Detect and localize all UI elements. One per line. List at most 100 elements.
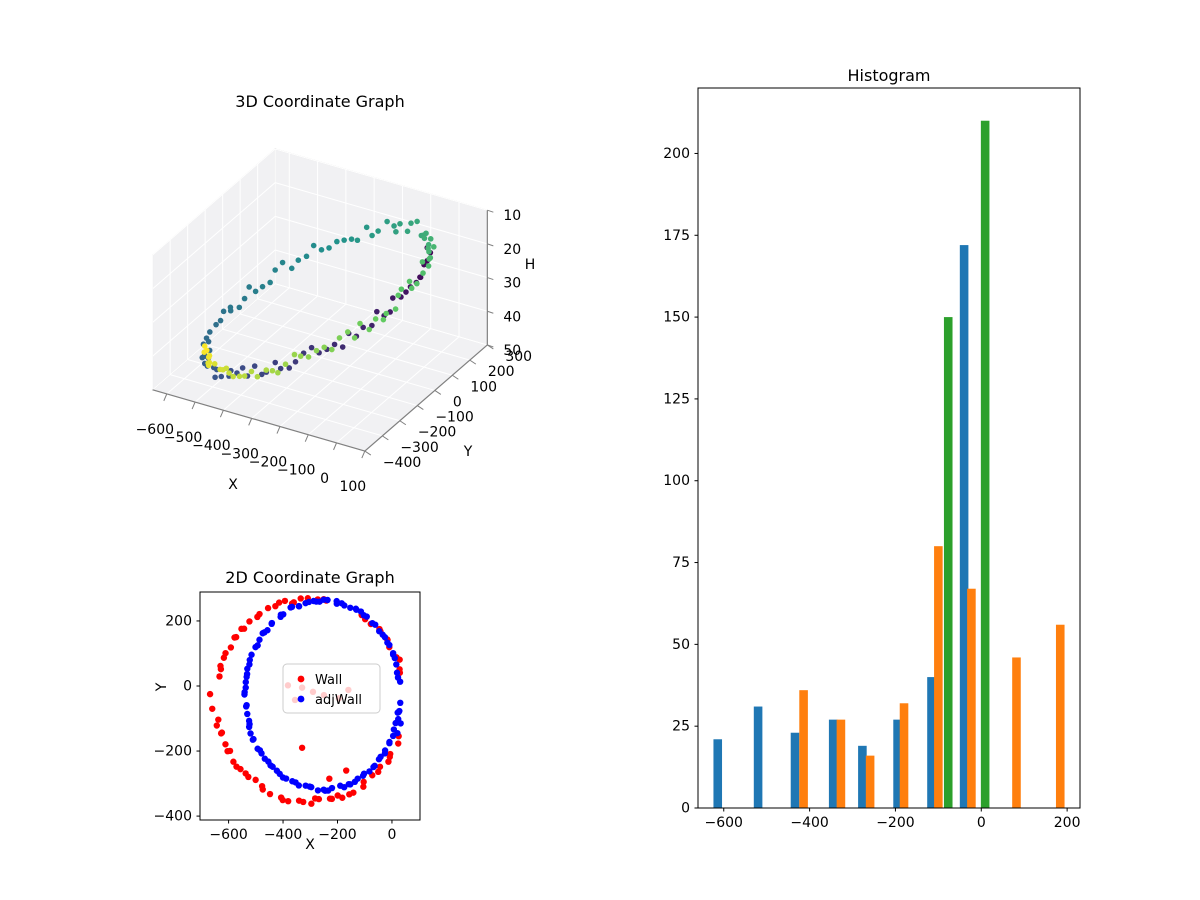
grid-line bbox=[152, 249, 276, 357]
scatter-point-adjWall bbox=[384, 639, 391, 646]
scatter3d-point bbox=[288, 265, 295, 272]
scatter3d-point bbox=[384, 218, 390, 225]
histogram-bar-series-blue bbox=[893, 719, 902, 808]
scatter-point-Wall bbox=[297, 595, 304, 602]
scatter-point-Wall bbox=[315, 795, 323, 803]
scatter3d-point bbox=[414, 280, 420, 287]
scatter-point-adjWall bbox=[269, 763, 276, 770]
scatter3d-point bbox=[295, 257, 302, 263]
scatter3d-point bbox=[344, 329, 351, 335]
scatter3d-point bbox=[360, 324, 366, 331]
scatter3d-point bbox=[329, 346, 335, 353]
scatter3d-point bbox=[395, 292, 402, 299]
scatter3d-point bbox=[207, 329, 213, 335]
scatter3d-point bbox=[417, 274, 424, 281]
scatter3d-point bbox=[217, 317, 224, 324]
legend-frame bbox=[282, 663, 381, 714]
histogram-bar-series-blue bbox=[927, 677, 936, 808]
scatter3d-point bbox=[259, 283, 266, 290]
scatter-point-Wall bbox=[376, 763, 384, 770]
scatter-point-Wall bbox=[237, 765, 244, 773]
histogram-bar-series-blue bbox=[713, 739, 723, 808]
scatter3d-point bbox=[366, 326, 373, 333]
scatter3d-point bbox=[267, 279, 273, 286]
histogram-bar-series-orange bbox=[799, 690, 808, 808]
scatter-point-Wall bbox=[387, 750, 394, 758]
x-tick bbox=[304, 434, 309, 442]
y-tick-label: 50 bbox=[672, 637, 690, 653]
histogram-bar-series-blue bbox=[790, 732, 800, 808]
plot2d-drawing: −600 −400 −200 0 200 0 −200 −400 bbox=[154, 591, 421, 843]
y-tick-label: −400 bbox=[154, 809, 192, 825]
histogram-bar-series-green bbox=[943, 317, 953, 808]
scatter-point-Wall bbox=[360, 783, 367, 790]
scatter3d-point bbox=[292, 359, 299, 365]
histogram-bar-series-blue bbox=[828, 719, 838, 808]
histogram-axes-frame bbox=[697, 87, 1081, 809]
y-tick bbox=[452, 374, 459, 380]
scatter3d-point bbox=[326, 245, 332, 251]
histogram-bar-series-blue bbox=[959, 245, 969, 808]
scatter-point-adjWall bbox=[341, 783, 348, 791]
scatter3d-point bbox=[227, 304, 234, 311]
x-tick-label: −200 bbox=[249, 455, 287, 471]
scatter3d-point bbox=[423, 230, 429, 237]
grid-line bbox=[152, 283, 276, 391]
grid-line bbox=[152, 182, 276, 290]
scatter-point-Wall bbox=[328, 795, 336, 803]
x-tick-label: −600 bbox=[209, 827, 247, 843]
z-tick bbox=[487, 344, 494, 348]
scatter-point-adjWall bbox=[381, 747, 389, 754]
scatter-point-adjWall bbox=[295, 602, 303, 610]
x-tick-label: −600 bbox=[705, 815, 743, 831]
x-tick-label: −300 bbox=[220, 446, 258, 462]
scatter3d-point bbox=[279, 259, 286, 266]
z-tick bbox=[487, 310, 494, 314]
scatter3d-point bbox=[363, 224, 370, 231]
scatter3d-point bbox=[375, 228, 381, 234]
x-tick-label: 100 bbox=[339, 479, 366, 495]
grid-line bbox=[222, 328, 435, 391]
scatter3d-point bbox=[220, 308, 227, 315]
scatter3d-point bbox=[272, 267, 278, 273]
y-tick-label: 100 bbox=[663, 473, 690, 489]
scatter3d-point bbox=[404, 228, 411, 235]
scatter3d-point bbox=[236, 373, 243, 380]
scatter-point-adjWall bbox=[243, 673, 250, 681]
scatter-point-Wall bbox=[339, 794, 346, 801]
x-tick bbox=[361, 450, 366, 459]
scatter3d-point bbox=[390, 295, 396, 301]
grid-line bbox=[275, 215, 488, 279]
scatter-point-Wall bbox=[215, 716, 222, 723]
scatter-point-Wall bbox=[206, 690, 214, 698]
scatter-point-adjWall bbox=[258, 750, 265, 757]
scatter3d-point bbox=[263, 367, 270, 373]
scatter-point-Wall bbox=[222, 741, 229, 748]
plot3d-drawing: −600−500−400−300−200−10001003002001000−1… bbox=[136, 147, 532, 495]
grid-line bbox=[275, 249, 488, 312]
scatter3d-point bbox=[321, 344, 328, 351]
scatter-point-Wall bbox=[385, 758, 392, 765]
x-tick-label: −200 bbox=[318, 827, 356, 843]
x-tick-label: 0 bbox=[387, 827, 396, 843]
scatter3d-point bbox=[282, 361, 289, 368]
histogram-bar-series-orange bbox=[1012, 657, 1021, 808]
scatter-point-adjWall bbox=[359, 772, 367, 779]
scatter3d-point bbox=[286, 365, 293, 371]
scatter-point-Wall bbox=[230, 758, 237, 765]
scatter3d-point bbox=[199, 354, 206, 361]
grid-line bbox=[251, 311, 375, 419]
z-tick bbox=[487, 243, 494, 247]
scatter3d-point bbox=[354, 237, 361, 244]
scatter3d-point bbox=[426, 248, 432, 255]
y-tick-label: 25 bbox=[672, 719, 690, 735]
x-tick-label: −400 bbox=[790, 815, 828, 831]
scatter3d-point bbox=[380, 316, 387, 323]
scatter3d-point bbox=[408, 220, 414, 226]
grid-line bbox=[275, 182, 488, 245]
legend-label-wall: Wall bbox=[315, 673, 342, 688]
grid-line bbox=[194, 295, 318, 403]
scatter3d-point bbox=[201, 343, 208, 349]
scatter-point-Wall bbox=[298, 744, 306, 751]
